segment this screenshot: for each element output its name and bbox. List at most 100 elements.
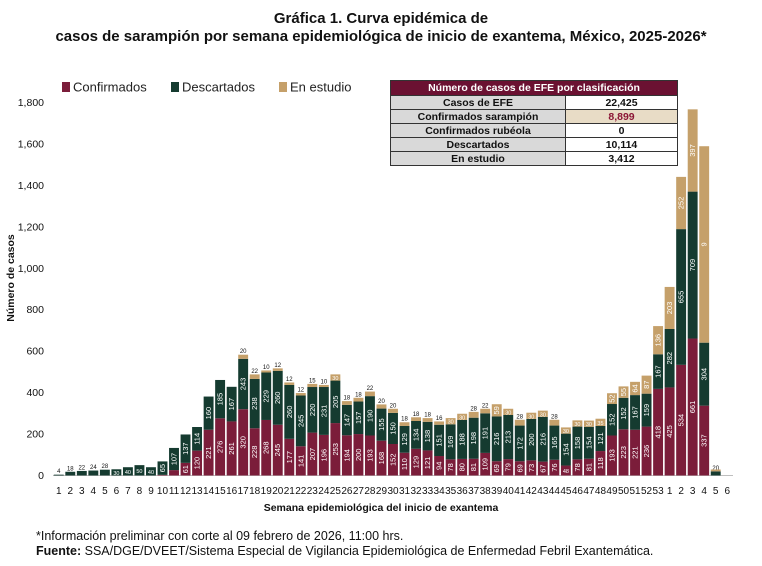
x-tick-label: 18 <box>249 486 261 497</box>
bar-segment-descartados <box>169 447 179 471</box>
bar-value-label: 655 <box>677 291 686 304</box>
x-tick-label: 45 <box>560 486 572 497</box>
bar-segment-en-estudio <box>491 404 502 417</box>
bar-segment-confirmados <box>549 459 560 476</box>
bar-value-label: 64 <box>631 384 640 392</box>
efe-row-label: Descartados <box>390 137 566 152</box>
bar-value-label: 18 <box>67 466 74 472</box>
efe-row-confirmed-measles: Confirmados sarampión 8,899 <box>390 109 678 124</box>
bar-segment-confirmados <box>318 434 329 476</box>
efe-row-confirmed-rubella: Confirmados rubéola 0 <box>390 123 678 138</box>
x-tick-label: 23 <box>307 486 319 497</box>
y-tick-label: 1,400 <box>18 180 44 192</box>
bar-value-label: 48 <box>563 469 569 475</box>
x-tick-label: 19 <box>261 486 273 497</box>
x-tick-label: 5 <box>102 486 108 497</box>
bar-value-label: 282 <box>665 352 674 365</box>
bar-segment-descartados <box>687 191 698 339</box>
efe-row-label: Confirmados sarampión <box>390 109 566 124</box>
y-tick-label: 600 <box>26 346 44 358</box>
x-tick-label: 20 <box>272 486 284 497</box>
bar-value-label: 136 <box>654 334 663 347</box>
bar-segment-confirmados <box>330 423 341 476</box>
bar-segment-descartados <box>261 372 272 420</box>
x-tick-label: 17 <box>238 486 250 497</box>
bar-value-label: 167 <box>227 398 236 411</box>
bar-value-label: 94 <box>435 462 444 470</box>
bar-segment-descartados <box>526 418 537 461</box>
bar-value-label: 137 <box>181 442 190 455</box>
bar-segment-confirmados <box>180 462 191 476</box>
bar-value-label: 337 <box>700 434 709 447</box>
bar-value-label: 194 <box>342 449 351 462</box>
bar-value-label: 151 <box>435 434 444 447</box>
x-tick-label: 36 <box>457 486 469 497</box>
legend-swatch <box>279 82 287 92</box>
bar-value-label: 55 <box>619 388 628 396</box>
source-note: Fuente: SSA/DGE/DVEET/Sistema Especial d… <box>36 544 653 559</box>
bar-segment-confirmados <box>192 450 203 476</box>
bar-value-label: 12 <box>274 363 281 369</box>
x-axis-title: Semana epidemiológica del inicio de exan… <box>264 502 499 514</box>
bar-segment-confirmados <box>664 387 675 476</box>
bar-segment-en-estudio <box>388 408 398 413</box>
bar-value-label: 216 <box>538 433 547 446</box>
bar-value-label: 28 <box>516 414 523 420</box>
bar-value-label: 188 <box>458 433 467 446</box>
x-tick-label: 4 <box>701 486 707 497</box>
x-tick-label: 1 <box>56 486 62 497</box>
bar-segment-en-estudio <box>572 420 583 427</box>
x-tick-label: 16 <box>226 486 238 497</box>
bar-value-label: 22 <box>367 386 374 392</box>
bar-value-label: 159 <box>642 404 651 417</box>
bar-value-label: 196 <box>319 449 328 462</box>
bar-segment-descartados <box>595 425 606 452</box>
bar-segment-confirmados <box>641 426 652 476</box>
bar-value-label: 30 <box>505 410 511 416</box>
bar-value-label: 169 <box>446 436 455 449</box>
efe-row-label: Confirmados rubéola <box>390 123 566 138</box>
y-tick-label: 1,000 <box>18 263 44 275</box>
bar-segment-confirmados <box>618 429 629 476</box>
bar-segment-en-estudio <box>618 386 629 398</box>
bar-segment-confirmados <box>687 338 698 476</box>
bar-segment-descartados <box>457 419 468 459</box>
bar-value-label: 147 <box>342 414 351 427</box>
bar-segment-descartados <box>503 414 514 460</box>
x-tick-label: 37 <box>468 486 480 497</box>
bar-value-label: 425 <box>665 425 674 438</box>
bar-value-label: 268 <box>262 441 271 454</box>
x-tick-label: 5 <box>713 486 719 497</box>
bar-value-label: 76 <box>550 463 559 471</box>
x-tick-label: 3 <box>79 486 85 497</box>
x-tick-label: 51 <box>629 486 641 497</box>
bar-value-label: 114 <box>193 433 202 445</box>
x-tick-label: 11 <box>169 486 180 497</box>
bar-value-label: 158 <box>573 437 582 450</box>
bar-value-label: 30 <box>586 422 592 428</box>
x-tick-label: 12 <box>180 486 192 497</box>
x-tick-label: 15 <box>215 486 227 497</box>
x-tick-label: 34 <box>434 486 446 497</box>
bar-segment-descartados <box>560 433 571 466</box>
bar-value-label: 167 <box>631 406 640 419</box>
bar-value-label: 15 <box>309 378 316 384</box>
bar-segment-descartados <box>203 396 214 430</box>
bar-value-label: 107 <box>170 453 179 466</box>
bar-segment-descartados <box>330 380 341 424</box>
bar-value-label: 260 <box>273 392 282 405</box>
bar-segment-descartados <box>180 434 191 463</box>
bar-value-label: 121 <box>423 457 432 470</box>
bar-value-label: 200 <box>354 449 363 462</box>
bar-value-label: 213 <box>504 431 513 444</box>
bar-value-label: 10 <box>263 365 270 371</box>
bar-value-label: 78 <box>573 463 582 471</box>
bar-segment-descartados <box>249 378 260 429</box>
y-axis-title: Número de casos <box>5 234 17 322</box>
bar-segment-en-estudio <box>503 408 514 415</box>
bar-value-label: 10 <box>321 379 328 385</box>
bar-segment-descartados <box>664 328 675 388</box>
x-tick-label: 28 <box>364 486 376 497</box>
bar-value-label: 150 <box>389 422 398 435</box>
bar-segment-confirmados <box>503 459 514 476</box>
